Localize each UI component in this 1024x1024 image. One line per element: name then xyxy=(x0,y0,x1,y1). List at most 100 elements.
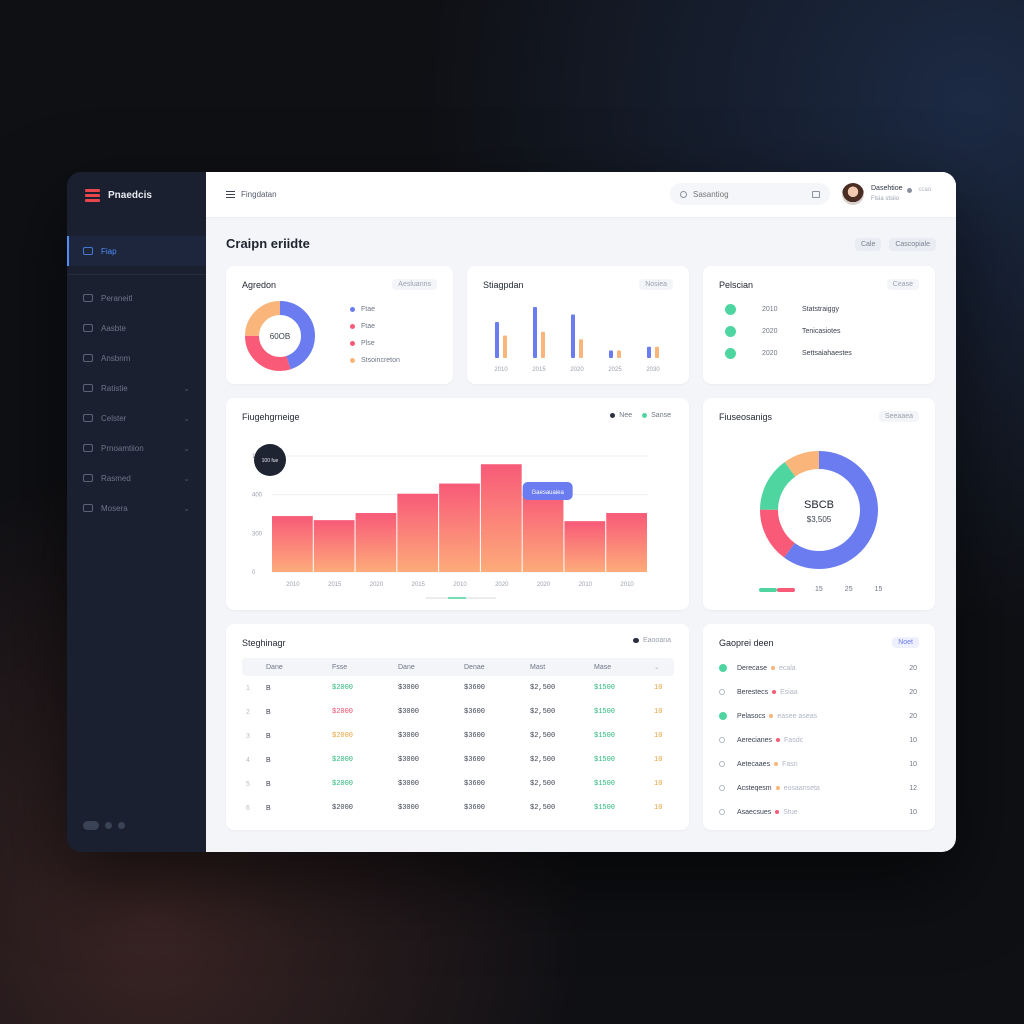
column-settings-icon[interactable]: ⌄ xyxy=(654,664,660,671)
card-filter-button[interactable]: Aesluanns xyxy=(392,279,437,290)
chevron-down-icon: ⌄ xyxy=(183,443,190,453)
theme-toggle[interactable] xyxy=(83,821,99,830)
search-box[interactable] xyxy=(670,183,830,205)
help-icon[interactable] xyxy=(118,822,125,829)
card-filter-button[interactable]: Nosiea xyxy=(639,279,673,290)
bar xyxy=(495,322,499,358)
sidebar-item[interactable]: Aasbte xyxy=(67,313,206,343)
histogram-bar[interactable] xyxy=(397,493,439,572)
sidebar-item[interactable]: Ansbnm xyxy=(67,343,206,373)
table-row[interactable]: 6 B $2000 $3000 $3600 $2,500 $1500 10 xyxy=(242,796,674,820)
search-input[interactable] xyxy=(693,189,783,199)
ring-footer-value: 15 xyxy=(815,586,823,593)
sidebar-item[interactable]: Mosera ⌄ xyxy=(67,493,206,523)
list-item[interactable]: Asaecsues Stue 10 xyxy=(719,804,917,820)
table-row[interactable]: 2 B $2000 $3000 $3600 $2,500 $1500 10 xyxy=(242,700,674,724)
sidebar-item-label: Rasmed xyxy=(101,473,131,483)
page-action-button[interactable]: Cascopiale xyxy=(889,238,936,251)
list-item[interactable]: Aerecianes Fasdc 10 xyxy=(719,732,917,748)
table-row[interactable]: 4 B $2000 $3000 $3600 $2,500 $1500 10 xyxy=(242,748,674,772)
table-cell: $1500 xyxy=(594,732,616,740)
tag-dot-icon xyxy=(776,738,781,742)
column-header[interactable]: Mase xyxy=(594,663,612,671)
table-row[interactable]: 1 B $2000 $3000 $3600 $2,500 $1500 10 xyxy=(242,676,674,700)
bar xyxy=(533,307,537,358)
menu-icon[interactable] xyxy=(226,190,235,199)
settings-icon[interactable] xyxy=(105,822,112,829)
table-filter[interactable]: Eaooana xyxy=(632,637,671,644)
avatar[interactable] xyxy=(842,183,864,205)
x-tick-label: 2015 xyxy=(412,582,426,588)
histogram-bar[interactable] xyxy=(480,464,522,572)
donut-slice xyxy=(245,301,315,371)
status-dot-icon xyxy=(719,785,725,791)
list-item[interactable]: Pelasocs easee aseas 20 xyxy=(719,708,917,724)
breadcrumb[interactable]: Fingdatan xyxy=(241,190,277,199)
sidebar-item[interactable]: Rasmed ⌄ xyxy=(67,463,206,493)
column-header[interactable]: Denae xyxy=(464,663,485,671)
histogram-bar[interactable] xyxy=(272,516,313,572)
sidebar-item[interactable]: Celster ⌄ xyxy=(67,403,206,433)
sidebar-item[interactable]: Peraneitl xyxy=(67,283,206,313)
list-item-value: 20 xyxy=(909,688,917,696)
x-tick-label: 2015 xyxy=(328,582,342,588)
bar xyxy=(571,314,575,358)
list-item-label: Aerecianes xyxy=(737,736,773,744)
page-action-button[interactable]: Cale xyxy=(854,238,882,251)
filter-icon xyxy=(632,638,639,643)
brand[interactable]: Pnaedcis xyxy=(67,172,206,218)
x-tick-label: 2020 xyxy=(537,582,551,588)
sidebar-item[interactable]: Fiap xyxy=(67,236,206,266)
table-cell: $1500 xyxy=(594,780,616,788)
status-dot-icon xyxy=(906,187,912,193)
sidebar-item[interactable]: Prnoamtiion ⌄ xyxy=(67,433,206,463)
histogram-bar[interactable] xyxy=(355,513,397,572)
list-item[interactable]: Acsteqesm eosaanseta 12 xyxy=(719,780,917,796)
card-filter-button[interactable]: Seeaaea xyxy=(878,411,919,422)
table-row[interactable]: 3 B $2000 $3000 $3600 $2,500 $1500 10 xyxy=(242,724,674,748)
y-tick-label: 400 xyxy=(252,493,263,499)
row-index: 5 xyxy=(246,780,250,788)
legend-swatch xyxy=(350,341,355,346)
calendar-icon[interactable] xyxy=(812,190,820,198)
card-filter-button[interactable]: Noet xyxy=(892,637,919,648)
brand-name: Pnaedcis xyxy=(108,189,152,201)
sidebar-item[interactable]: Ratistie ⌄ xyxy=(67,373,206,403)
y-tick-label: 300 xyxy=(252,531,263,537)
column-header[interactable]: Dane xyxy=(266,663,283,671)
list-item[interactable]: Derecase ecala 20 xyxy=(719,660,917,676)
column-header[interactable]: Dane xyxy=(398,663,415,671)
legend-label: Plse xyxy=(361,340,375,347)
x-tick-label: 2020 xyxy=(370,582,384,588)
user-menu[interactable]: Dasehtioe Flsia stsiio ccao xyxy=(842,183,931,205)
list-item[interactable]: Berestecs Esiaa 20 xyxy=(719,684,917,700)
x-tick-label: 2020 xyxy=(495,582,509,588)
legend-item: Plse xyxy=(350,340,375,347)
list-item-value: 10 xyxy=(909,736,917,744)
donut-center-label: 60OB xyxy=(270,332,290,341)
card-filter-button[interactable]: Cease xyxy=(886,279,919,290)
legend-label: Ftae xyxy=(361,323,376,330)
histogram-bar[interactable] xyxy=(439,483,480,572)
table-cell: B xyxy=(266,780,271,788)
stat-row[interactable]: 2010 Statstraiggy xyxy=(725,304,839,315)
table-row[interactable]: 5 B $2000 $3000 $3600 $2,500 $1500 10 xyxy=(242,772,674,796)
row-index: 6 xyxy=(246,804,250,812)
topbar: Fingdatan Dasehtioe Flsia stsiio ccao xyxy=(206,172,956,218)
column-header[interactable]: Fsse xyxy=(332,663,348,671)
column-header[interactable]: Mast xyxy=(530,663,546,671)
list-item-sub: Fasn xyxy=(782,760,798,768)
legend-swatch xyxy=(350,358,355,363)
histogram-bar[interactable] xyxy=(606,513,647,572)
stat-row[interactable]: 2020 Tenicasiotes xyxy=(725,326,841,337)
histogram-bar[interactable] xyxy=(564,521,606,572)
histogram-bar[interactable] xyxy=(313,520,355,572)
stat-year: 2010 xyxy=(762,306,778,313)
list-item[interactable]: Aetecaaes Fasn 10 xyxy=(719,756,917,772)
table-cell: $2,500 xyxy=(530,756,556,764)
histogram-bar[interactable] xyxy=(522,491,564,572)
list-item-value: 12 xyxy=(909,784,917,792)
sidebar-item-label: Ansbnm xyxy=(101,353,131,363)
x-tick-label: 2030 xyxy=(646,367,660,373)
stat-row[interactable]: 2020 Settsaiahaestes xyxy=(725,348,852,359)
